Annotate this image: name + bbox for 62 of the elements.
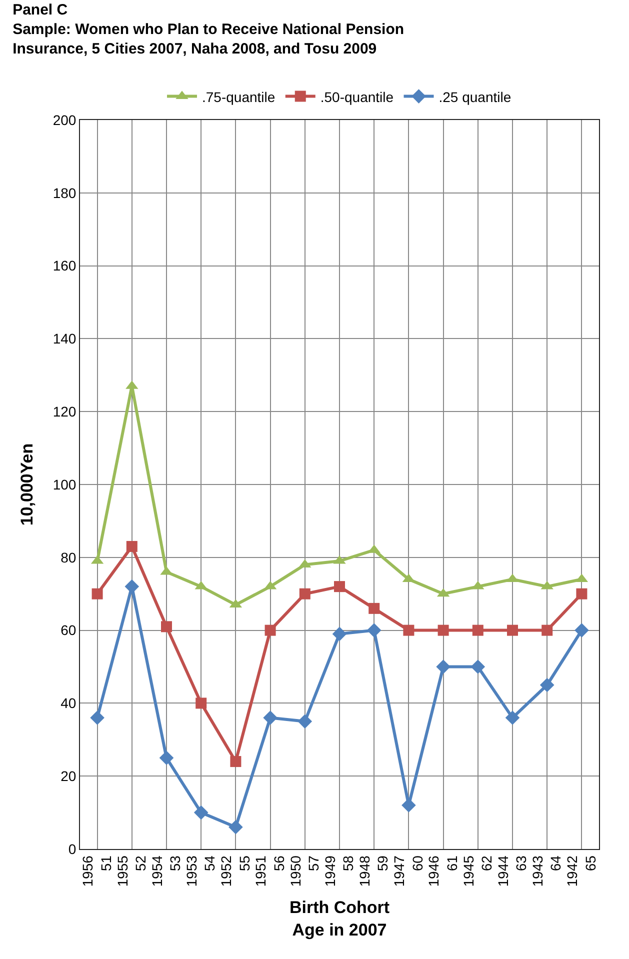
x-tick-label: 1943 64 [530, 855, 564, 887]
point [505, 710, 520, 725]
point [438, 624, 449, 636]
point [542, 624, 553, 636]
chart-title: Panel C [12, 1, 68, 18]
point [90, 710, 104, 725]
point [298, 714, 312, 729]
point [161, 621, 172, 632]
x-tick-label: 1950 57 [287, 855, 322, 887]
legend-label: .75-quantile [202, 88, 276, 105]
x-tick-label: 1942 65 [564, 855, 598, 887]
y-tick-label: 160 [52, 258, 76, 274]
point [576, 588, 588, 600]
point [263, 710, 278, 725]
x-tick-label: 1944 63 [494, 855, 530, 887]
point [126, 540, 138, 552]
point [228, 820, 243, 834]
point [334, 581, 345, 592]
chart-subtitle: Sample: Women who Plan to Receive National Pension Insurance, 5 Cities 2007, Naha 2008, and Tosu 2009 [12, 20, 404, 58]
x-tick-label: 1954 53 [148, 855, 184, 887]
point [299, 588, 310, 600]
legend-label: .25 quantile [438, 88, 512, 105]
x-tick-label: 1956 51 [80, 855, 114, 887]
y-tick-label: 140 [52, 330, 76, 347]
y-tick-label: 120 [52, 404, 76, 420]
x-tick-label: 1946 61 [426, 855, 460, 887]
y-tick-label: 100 [52, 476, 76, 492]
y-tick-label: 60 [60, 622, 76, 638]
point [403, 624, 414, 636]
x-tick-label: 1947 60 [391, 855, 426, 887]
y-axis-title: 10,000Yen [17, 443, 36, 526]
point [264, 624, 276, 636]
point [540, 678, 554, 692]
point [366, 623, 382, 638]
x-tick-label: 1945 62 [460, 855, 495, 887]
x-tick-label: 1953 54 [184, 855, 218, 887]
x-tick-label: 1949 58 [322, 855, 356, 887]
point [574, 623, 589, 638]
y-tick-label: 40 [60, 695, 76, 712]
y-tick-label: 0 [68, 840, 76, 857]
x-tick-label: 1951 56 [252, 855, 287, 887]
point [196, 698, 207, 709]
x-tick-label: 1948 59 [356, 855, 391, 887]
point [472, 624, 484, 636]
legend-label: .50-quantile [320, 88, 394, 105]
point [194, 805, 208, 820]
point [332, 626, 347, 642]
point [230, 756, 242, 768]
point [159, 750, 174, 766]
point [436, 660, 450, 674]
point [470, 660, 486, 674]
y-tick-label: 200 [52, 112, 76, 128]
x-tick-label: 1955 52 [114, 855, 149, 887]
x-tick-label: 1952 55 [218, 855, 252, 887]
y-tick-label: 20 [60, 768, 76, 784]
y-tick-label: 180 [52, 184, 76, 201]
point [124, 579, 140, 594]
point [507, 624, 518, 636]
point [368, 602, 380, 614]
y-tick-label: 80 [60, 549, 76, 566]
point [92, 588, 103, 600]
x-axis-title: Birth Cohort Age in 2007 [289, 898, 390, 940]
